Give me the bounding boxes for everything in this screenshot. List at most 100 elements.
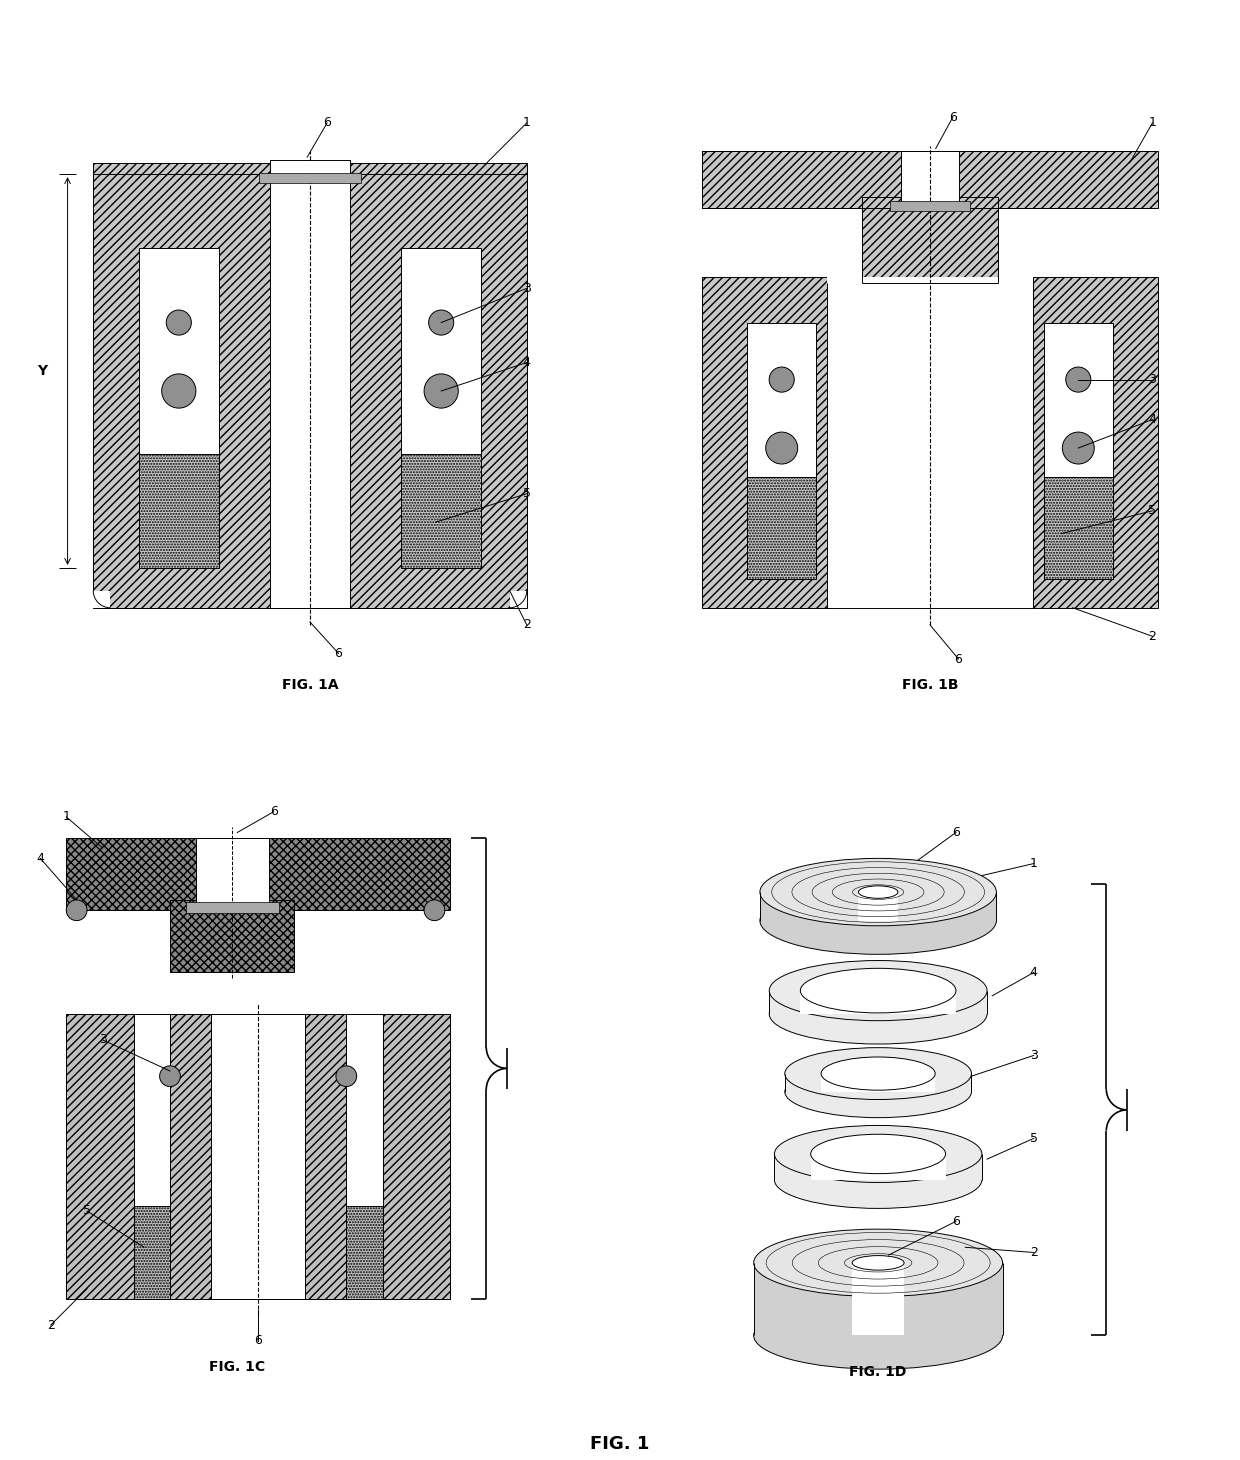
Text: 4: 4 [1148, 413, 1157, 426]
Bar [139, 248, 218, 568]
Circle shape [766, 432, 797, 464]
Text: 1: 1 [523, 117, 531, 130]
Bar [66, 1013, 450, 1299]
Ellipse shape [775, 1152, 982, 1209]
Bar [186, 902, 279, 912]
Bar [259, 172, 361, 182]
Bar [702, 152, 1158, 209]
Bar [93, 164, 527, 174]
Bar [170, 1013, 212, 1299]
Polygon shape [769, 991, 987, 1013]
Text: 6: 6 [324, 117, 331, 130]
Ellipse shape [785, 1066, 971, 1118]
Circle shape [1063, 432, 1094, 464]
Bar [1044, 323, 1112, 580]
Text: 3: 3 [523, 282, 531, 295]
Text: 5: 5 [1148, 504, 1157, 517]
Ellipse shape [858, 914, 898, 927]
Text: 4: 4 [36, 851, 45, 864]
Circle shape [424, 899, 445, 921]
Text: 1: 1 [62, 810, 71, 823]
Text: FIG. 1: FIG. 1 [590, 1435, 650, 1453]
Bar [1044, 476, 1112, 580]
Circle shape [166, 310, 191, 336]
Ellipse shape [785, 1048, 971, 1099]
Ellipse shape [811, 1134, 946, 1174]
Ellipse shape [760, 886, 997, 955]
Bar [170, 899, 294, 972]
Circle shape [1065, 366, 1091, 393]
Ellipse shape [754, 1229, 1003, 1296]
Bar [346, 1013, 383, 1299]
Bar [305, 1013, 346, 1299]
Text: 6: 6 [254, 1334, 262, 1348]
Bar [748, 323, 816, 580]
Polygon shape [785, 1073, 971, 1092]
Text: Y: Y [37, 364, 47, 378]
Text: FIG. 1C: FIG. 1C [210, 1359, 265, 1374]
Text: 5: 5 [83, 1204, 91, 1218]
Text: 6: 6 [270, 806, 278, 818]
Bar [134, 1206, 170, 1299]
Ellipse shape [800, 968, 956, 1013]
Text: 5: 5 [523, 488, 531, 501]
Polygon shape [852, 1263, 904, 1336]
Text: 4: 4 [1029, 967, 1038, 980]
Text: 2: 2 [523, 619, 531, 631]
Ellipse shape [852, 1256, 904, 1270]
Text: 6: 6 [952, 826, 960, 839]
Circle shape [336, 1066, 357, 1086]
Bar [1033, 277, 1158, 607]
Bar [862, 197, 998, 283]
Bar [510, 591, 527, 607]
Ellipse shape [852, 1329, 904, 1343]
Text: 2: 2 [1148, 629, 1157, 642]
Text: FIG. 1B: FIG. 1B [901, 677, 959, 692]
Bar [402, 248, 481, 568]
Circle shape [160, 1066, 180, 1086]
Ellipse shape [800, 991, 956, 1037]
Text: 2: 2 [1029, 1245, 1038, 1259]
Text: 2: 2 [47, 1318, 55, 1332]
Bar [702, 277, 827, 607]
Polygon shape [760, 892, 997, 921]
Text: 6: 6 [952, 1215, 960, 1228]
Bar [402, 454, 481, 568]
Bar [93, 164, 527, 607]
Ellipse shape [769, 984, 987, 1044]
Circle shape [429, 310, 454, 336]
Circle shape [161, 374, 196, 409]
Bar [196, 838, 269, 910]
Ellipse shape [858, 886, 898, 898]
Bar [890, 201, 970, 212]
Text: 6: 6 [955, 653, 962, 666]
Bar [827, 277, 1033, 607]
Bar [270, 164, 350, 607]
Bar [270, 161, 350, 180]
Text: FIG. 1A: FIG. 1A [281, 677, 339, 692]
Ellipse shape [754, 1302, 1003, 1369]
Bar [139, 454, 218, 568]
Bar [93, 591, 110, 607]
Bar [748, 476, 816, 580]
Polygon shape [821, 1073, 935, 1092]
Polygon shape [811, 1153, 946, 1180]
Text: 6: 6 [949, 111, 957, 124]
Text: 5: 5 [1029, 1132, 1038, 1145]
Circle shape [769, 366, 795, 393]
Ellipse shape [821, 1075, 935, 1108]
Ellipse shape [760, 858, 997, 926]
Bar [383, 1013, 450, 1299]
Polygon shape [858, 892, 898, 921]
Polygon shape [754, 1263, 1003, 1336]
Text: FIG. 1D: FIG. 1D [849, 1365, 906, 1378]
Bar [212, 1013, 305, 1299]
Text: 1: 1 [1148, 117, 1157, 130]
Text: 6: 6 [335, 647, 342, 660]
Ellipse shape [775, 1126, 982, 1183]
Ellipse shape [821, 1057, 935, 1091]
Bar [66, 838, 450, 910]
Text: 4: 4 [523, 356, 531, 369]
Ellipse shape [769, 961, 987, 1021]
Ellipse shape [811, 1161, 946, 1200]
